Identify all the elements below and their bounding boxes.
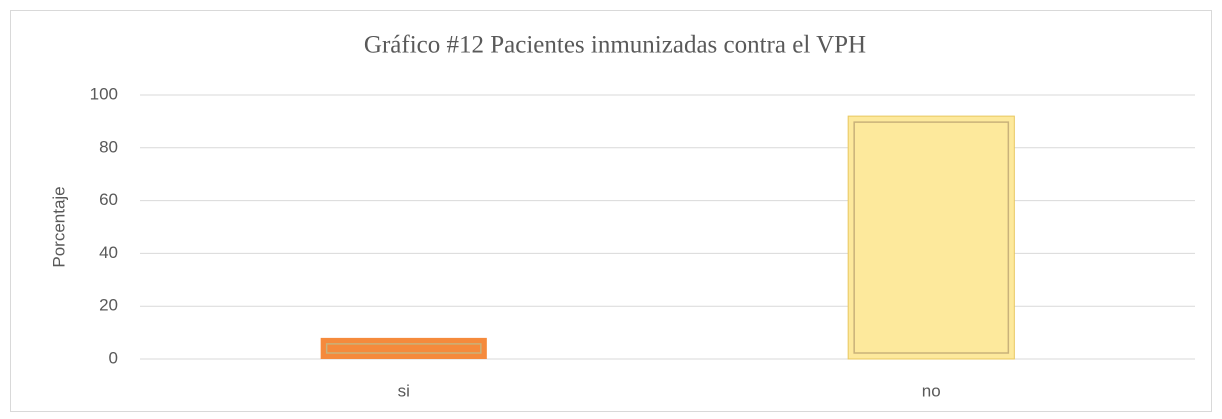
y-tick-label: 100 [90,84,118,103]
y-tick-label: 20 [99,296,118,315]
chart-frame [10,10,1212,412]
bar [320,337,487,359]
y-tick-label: 0 [109,348,118,367]
y-tick-label: 40 [99,243,118,262]
bar-bevel [325,343,482,354]
bar [847,115,1015,360]
y-tick-label: 80 [99,137,118,156]
y-tick-label: 60 [99,190,118,209]
x-tick-label: si [398,381,410,400]
bar-bevel [853,121,1010,354]
y-axis-label: Porcentaje [49,186,68,267]
chart-title: Gráfico #12 Pacientes inmunizadas contra… [364,32,866,59]
x-tick-label: no [922,381,941,400]
